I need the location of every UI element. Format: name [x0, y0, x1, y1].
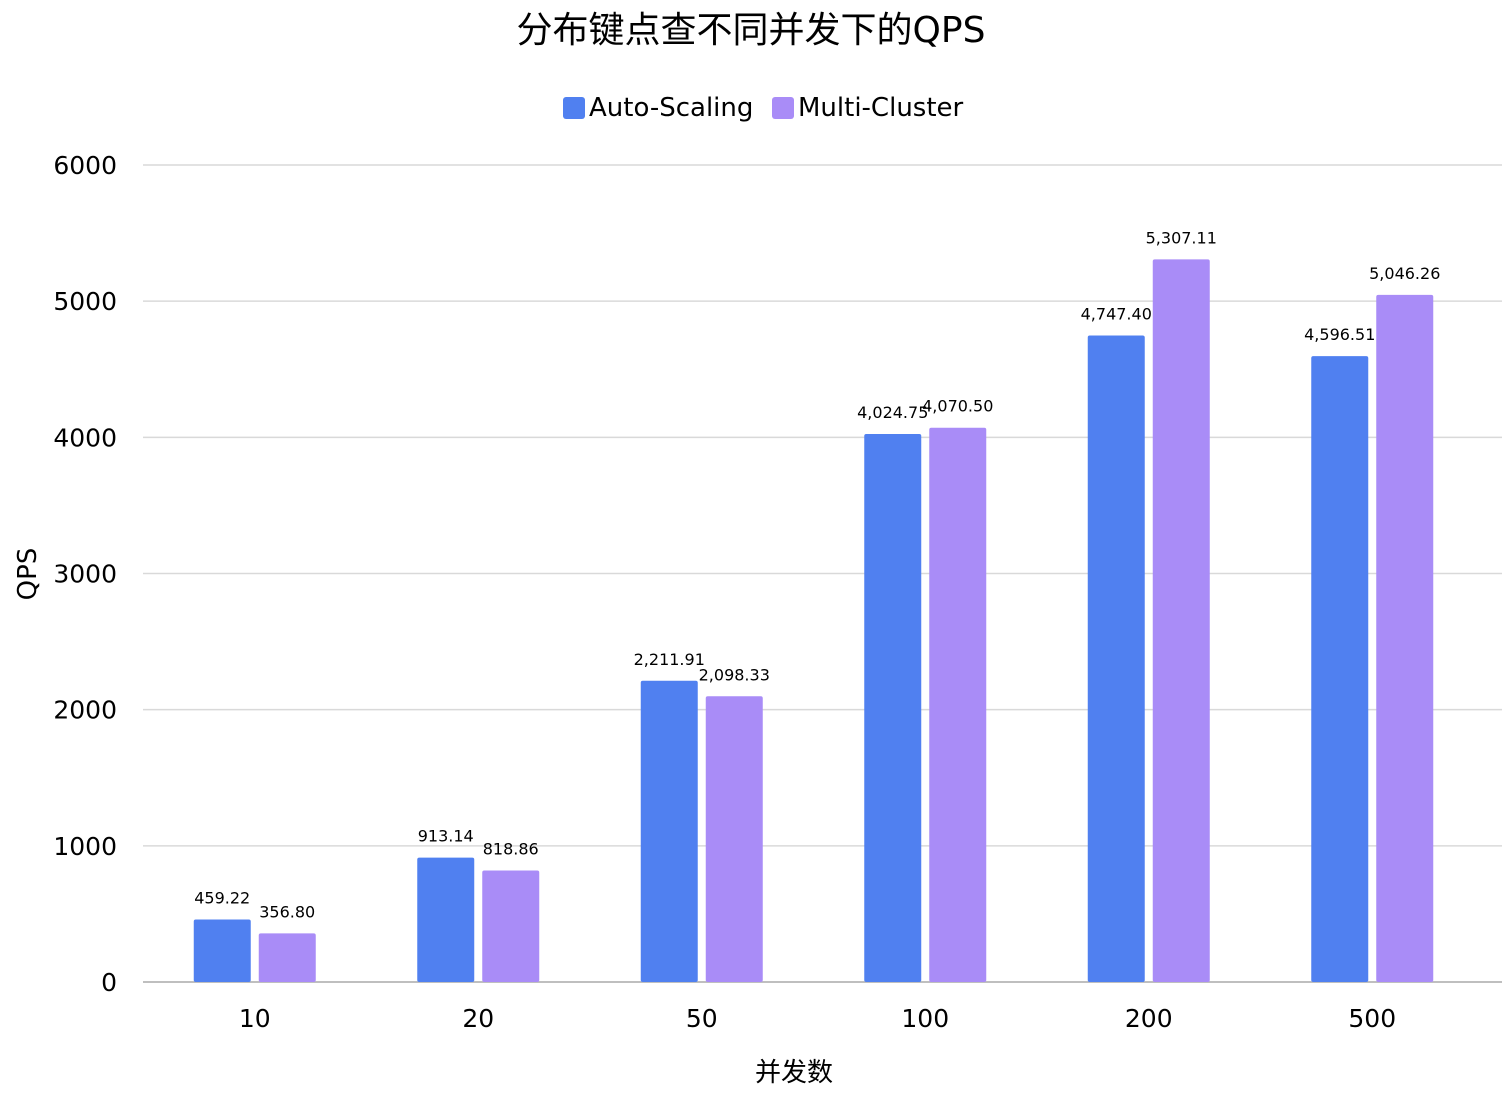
data-label-auto-scaling-10: 459.22: [194, 888, 250, 907]
bars: [193, 259, 1434, 983]
bar-multi-cluster-500: [1376, 294, 1434, 983]
data-label-auto-scaling-500: 4,596.51: [1304, 325, 1375, 344]
y-tick-label-3000: 3000: [53, 560, 117, 589]
y-tick-label-1000: 1000: [53, 832, 117, 861]
data-labels: 459.22 356.80 913.14 818.86 2,211.912,098.33…: [194, 228, 1440, 921]
y-tick-label-6000: 6000: [53, 151, 117, 180]
x-tick-label-20: 20: [462, 1004, 494, 1033]
y-axis-label: QPS: [13, 548, 43, 601]
data-label-multi-cluster-500: 5,046.26: [1369, 264, 1440, 283]
bar-multi-cluster-200: [1152, 259, 1210, 982]
data-label-multi-cluster-50: 2,098.33: [699, 665, 770, 684]
bar-multi-cluster-10: [258, 933, 316, 982]
y-tick-label-4000: 4000: [53, 423, 117, 452]
bar-auto-scaling-500: [1311, 356, 1369, 983]
legend-label-auto-scaling: Auto-Scaling: [589, 93, 753, 123]
bar-multi-cluster-100: [929, 427, 987, 982]
data-label-multi-cluster-200: 5,307.11: [1146, 228, 1217, 247]
legend-label-multi-cluster: Multi-Cluster: [798, 93, 964, 123]
bar-auto-scaling-10: [193, 919, 251, 982]
x-tick-label-50: 50: [686, 1004, 718, 1033]
chart-title: 分布键点查不同并发下的QPS: [517, 10, 986, 51]
y-tick-label-5000: 5000: [53, 287, 117, 316]
legend-swatch-multi-cluster: [772, 97, 794, 119]
gridlines: [143, 164, 1502, 983]
legend: Auto-Scaling Multi-Cluster: [563, 93, 964, 123]
bar-auto-scaling-200: [1087, 335, 1145, 982]
data-label-multi-cluster-10: 356.80: [259, 902, 315, 921]
bar-auto-scaling-50: [640, 680, 698, 982]
x-tick-label-100: 100: [901, 1004, 949, 1033]
data-label-multi-cluster-20: 818.86: [483, 839, 539, 858]
data-label-multi-cluster-100: 4,070.50: [922, 397, 993, 416]
legend-swatch-auto-scaling: [563, 97, 585, 119]
bar-multi-cluster-50: [705, 696, 763, 982]
bar-auto-scaling-100: [864, 433, 922, 982]
data-label-auto-scaling-20: 913.14: [418, 827, 474, 846]
x-tick-label-10: 10: [239, 1004, 271, 1033]
x-tick-label-200: 200: [1125, 1004, 1173, 1033]
y-axis-ticks: 0 1000 2000 3000 4000 5000 6000: [53, 151, 117, 997]
y-tick-label-0: 0: [101, 968, 117, 997]
bar-auto-scaling-20: [417, 857, 475, 982]
x-axis-label: 并发数: [755, 1058, 833, 1088]
y-tick-label-2000: 2000: [53, 696, 117, 725]
x-tick-label-500: 500: [1348, 1004, 1396, 1033]
data-label-auto-scaling-50: 2,211.91: [634, 650, 705, 669]
bar-multi-cluster-20: [482, 870, 540, 982]
data-label-auto-scaling-100: 4,024.75: [857, 403, 928, 422]
data-label-auto-scaling-200: 4,747.40: [1081, 305, 1152, 324]
x-axis-ticks: 10 20 50 100 200 500: [239, 1004, 1396, 1033]
